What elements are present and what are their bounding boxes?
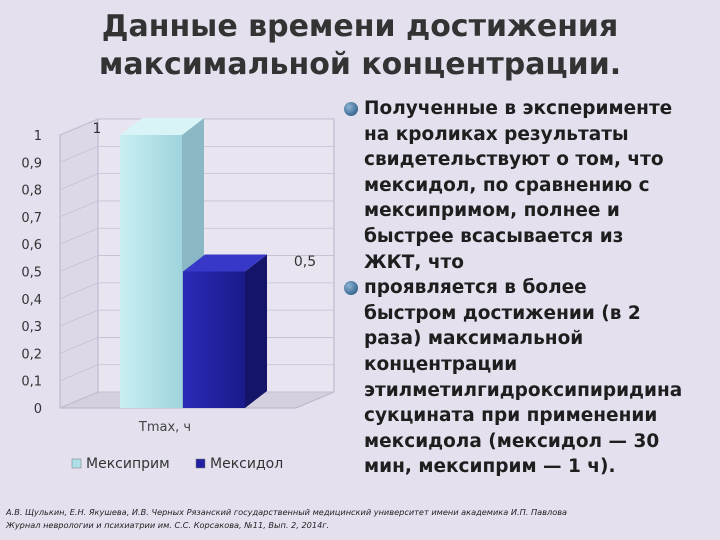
legend-label: Мексиприм bbox=[86, 456, 170, 472]
bullet-line: ЖКТ, что bbox=[364, 251, 464, 273]
gridline bbox=[59, 227, 334, 245]
bullet-line: на кроликах результаты bbox=[364, 123, 629, 145]
y-tick-label: 1 bbox=[34, 129, 42, 144]
y-tick-label: 0,3 bbox=[21, 320, 42, 335]
bullet-list: Полученные в эксперименте на кроликах ре… bbox=[344, 96, 720, 480]
bar-side bbox=[245, 254, 267, 408]
y-tick-label: 0,6 bbox=[21, 238, 42, 253]
chart-bars bbox=[120, 118, 267, 408]
bar-top bbox=[120, 118, 204, 135]
bullet-line: мин, мексиприм — 1 ч). bbox=[364, 456, 616, 478]
bullet-line: быстрее всасывается из bbox=[364, 225, 624, 247]
bullet-line: мексидол, по сравнению с bbox=[364, 174, 650, 196]
data-label: 1 bbox=[93, 121, 102, 137]
y-tick-label: 0 bbox=[34, 402, 42, 417]
gridline bbox=[59, 200, 334, 218]
y-tick-label: 0,8 bbox=[21, 184, 42, 199]
y-tick-label: 0,4 bbox=[21, 293, 42, 308]
y-tick-label: 0,7 bbox=[21, 211, 42, 226]
bullet-line: быстром достижении (в 2 bbox=[364, 302, 641, 324]
bullet-line: этилметилгидроксипиридина bbox=[364, 379, 683, 401]
citation-line-2: Журнал неврологии и психиатрии им. С.С. … bbox=[6, 520, 330, 530]
bullet-line: мексипримом, полнее и bbox=[364, 200, 620, 222]
chart-legend: Мексиприм Мексидол bbox=[71, 456, 283, 472]
bullet-line: свидетельствуют о том, что bbox=[364, 149, 664, 171]
y-tick-label: 0,5 bbox=[21, 266, 42, 281]
title-line-1: Данные времени достижения bbox=[101, 9, 619, 44]
bar-front bbox=[183, 271, 245, 408]
title-line-2: максимальной концентрации. bbox=[98, 47, 622, 82]
y-tick-label: 0,1 bbox=[21, 375, 42, 390]
gridline bbox=[59, 145, 334, 163]
bar-chart: 00,10,20,30,40,50,60,70,80,91 10,5 Tmax,… bbox=[21, 118, 335, 472]
citation-line-1: А.В. Щулькин, Е.Н. Якушева, И.В. Черных … bbox=[6, 507, 568, 517]
bar-front bbox=[120, 135, 182, 408]
gridline bbox=[59, 118, 334, 136]
bar-top bbox=[183, 254, 267, 272]
bullet-line: раза) максимальной bbox=[364, 328, 584, 350]
gridline bbox=[59, 173, 334, 190]
bullet-line: мексидола (мексидол — 30 bbox=[364, 430, 660, 452]
legend-swatch bbox=[71, 458, 82, 469]
y-tick-label: 0,9 bbox=[21, 156, 42, 171]
y-tick-label: 0,2 bbox=[21, 347, 42, 362]
x-axis-label: Tmax, ч bbox=[138, 420, 191, 435]
data-label: 0,5 bbox=[294, 254, 316, 270]
citation-footer: А.В. Щулькин, Е.Н. Якушева, И.В. Черных … bbox=[6, 506, 716, 532]
bullet-line: проявляется в более bbox=[364, 277, 587, 299]
legend-swatch bbox=[195, 458, 206, 469]
bullet-line: концентрации bbox=[364, 353, 518, 375]
bullet-item-2: проявляется в более быстром достижении (… bbox=[344, 275, 720, 480]
bullet-dot-icon bbox=[344, 102, 358, 116]
bullet-line: сукцината при применении bbox=[364, 405, 658, 427]
legend-label: Мексидол bbox=[210, 456, 283, 472]
data-labels: 10,5 bbox=[93, 121, 317, 270]
bullet-item-1: Полученные в эксперименте на кроликах ре… bbox=[344, 96, 720, 275]
bar-2 bbox=[183, 254, 267, 408]
bullet-dot-icon bbox=[344, 281, 358, 296]
slide-title: Данные времени достижения максимальной к… bbox=[60, 8, 660, 84]
bullet-line: Полученные в эксперименте bbox=[364, 98, 673, 119]
bar-1 bbox=[120, 118, 204, 408]
